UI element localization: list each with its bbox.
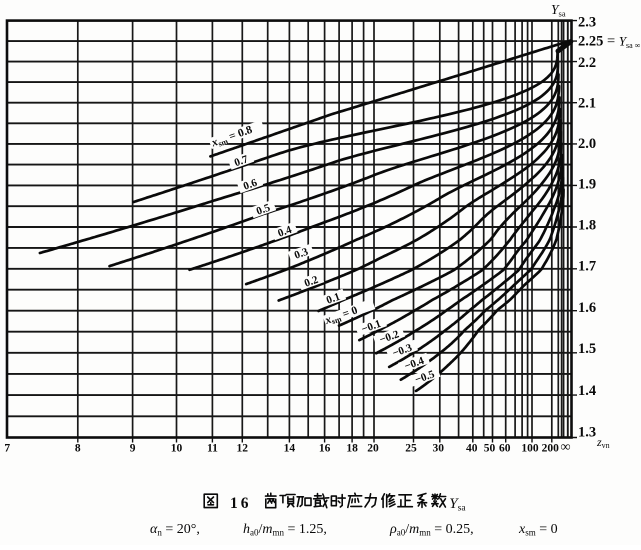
svg-text:1.5: 1.5 bbox=[578, 341, 596, 357]
svg-text:2.2: 2.2 bbox=[578, 55, 596, 71]
svg-text:0.3: 0.3 bbox=[293, 246, 310, 262]
svg-text:16: 16 bbox=[319, 443, 331, 455]
svg-text:14: 14 bbox=[284, 443, 296, 455]
svg-text:7: 7 bbox=[4, 443, 10, 455]
svg-text:11: 11 bbox=[207, 443, 218, 455]
svg-text:xsm = 0: xsm = 0 bbox=[323, 304, 360, 328]
svg-text:12: 12 bbox=[237, 443, 249, 455]
svg-text:18: 18 bbox=[346, 443, 358, 455]
svg-text:1.7: 1.7 bbox=[578, 259, 596, 275]
svg-text:8: 8 bbox=[75, 443, 81, 455]
svg-text:0.6: 0.6 bbox=[242, 177, 259, 193]
svg-text:2.25 = Ysa ∞: 2.25 = Ysa ∞ bbox=[578, 34, 641, 51]
svg-text:∞: ∞ bbox=[561, 440, 571, 455]
svg-text:200: 200 bbox=[542, 443, 560, 455]
svg-text:60: 60 bbox=[499, 443, 511, 455]
svg-text:40: 40 bbox=[466, 443, 478, 455]
svg-text:25: 25 bbox=[405, 443, 417, 455]
svg-text:1.3: 1.3 bbox=[578, 425, 596, 441]
svg-text:100: 100 bbox=[521, 443, 539, 455]
svg-text:xsm​ = 0: xsm​ = 0 bbox=[518, 522, 558, 538]
svg-text:0.1: 0.1 bbox=[325, 291, 342, 307]
svg-text:10: 10 bbox=[171, 443, 183, 455]
svg-text:20: 20 bbox=[367, 443, 379, 455]
svg-text:16: 16 bbox=[230, 495, 252, 512]
svg-text:0.7: 0.7 bbox=[233, 153, 250, 169]
svg-text:30: 30 bbox=[433, 443, 445, 455]
svg-text:1.6: 1.6 bbox=[578, 300, 596, 316]
svg-text:2.3: 2.3 bbox=[578, 15, 596, 31]
svg-text:9: 9 bbox=[130, 443, 136, 455]
svg-text:1.4: 1.4 bbox=[578, 383, 596, 399]
svg-text:ρa0​/mmn​ = 0.25,: ρa0​/mmn​ = 0.25, bbox=[389, 522, 474, 538]
svg-text:2.1: 2.1 bbox=[578, 95, 596, 111]
svg-text:0.4: 0.4 bbox=[276, 224, 293, 240]
svg-text:αn​ = 20°,: αn​ = 20°, bbox=[150, 522, 200, 538]
svg-text:1.8: 1.8 bbox=[578, 218, 596, 234]
svg-text:ha0​/mmn​ = 1.25,: ha0​/mmn​ = 1.25, bbox=[243, 522, 327, 538]
svg-text:1.9: 1.9 bbox=[578, 177, 596, 193]
svg-text:50: 50 bbox=[484, 443, 496, 455]
svg-text:0.5: 0.5 bbox=[255, 202, 272, 218]
svg-text:0.2: 0.2 bbox=[303, 274, 320, 290]
svg-text:2.0: 2.0 bbox=[578, 136, 596, 152]
